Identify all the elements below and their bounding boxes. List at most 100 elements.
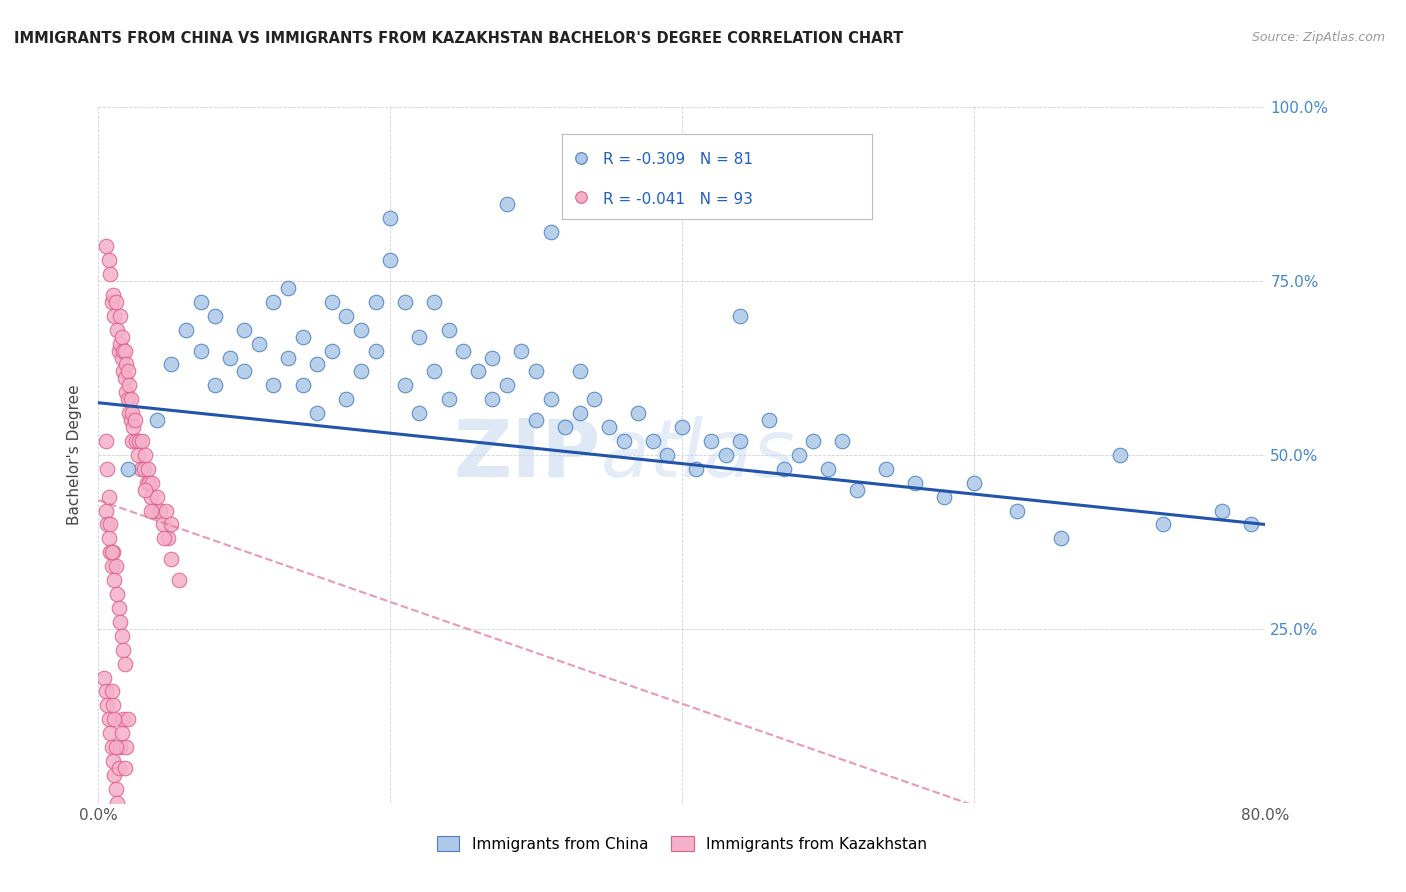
Point: [96, 517, 118, 532]
Point: [773, 462, 796, 476]
Point: [110, 615, 132, 629]
Point: [481, 351, 503, 365]
Point: [149, 503, 172, 517]
Point: [540, 392, 562, 407]
Point: [437, 323, 460, 337]
Point: [233, 364, 256, 378]
Point: [94, 239, 117, 253]
Point: [160, 358, 183, 372]
Point: [111, 329, 134, 343]
Point: [139, 503, 162, 517]
Point: [100, 545, 122, 559]
Point: [758, 413, 780, 427]
Point: [100, 684, 122, 698]
Point: [124, 413, 146, 427]
Point: [540, 225, 562, 239]
Point: [96, 462, 118, 476]
Point: [98, 726, 121, 740]
Text: atlas: atlas: [600, 416, 794, 494]
Point: [190, 294, 212, 309]
Point: [335, 309, 357, 323]
Point: [103, 309, 125, 323]
Point: [335, 392, 357, 407]
Point: [125, 434, 148, 448]
Point: [423, 364, 446, 378]
Point: [101, 754, 124, 768]
Point: [496, 378, 519, 392]
Point: [153, 532, 176, 546]
Point: [97, 490, 120, 504]
Point: [496, 197, 519, 211]
Point: [380, 211, 402, 226]
Point: [117, 392, 139, 407]
Point: [120, 392, 142, 407]
Point: [115, 358, 138, 372]
Point: [160, 517, 183, 532]
Point: [233, 323, 256, 337]
Point: [103, 712, 125, 726]
Point: [97, 712, 120, 726]
Point: [117, 462, 139, 476]
Point: [104, 294, 127, 309]
Point: [139, 490, 162, 504]
Point: [394, 294, 416, 309]
Point: [875, 462, 897, 476]
Point: [277, 351, 299, 365]
Point: [1108, 448, 1130, 462]
Point: [174, 323, 197, 337]
Point: [142, 503, 165, 517]
Point: [569, 190, 592, 204]
Point: [120, 413, 142, 427]
Point: [96, 698, 118, 713]
Point: [904, 475, 927, 490]
Point: [262, 294, 284, 309]
Point: [350, 364, 373, 378]
Point: [110, 740, 132, 755]
Point: [612, 434, 634, 448]
Point: [437, 392, 460, 407]
Point: [846, 483, 869, 497]
Point: [204, 309, 226, 323]
Text: ZIP: ZIP: [453, 416, 600, 494]
Point: [108, 761, 131, 775]
Point: [262, 378, 284, 392]
Point: [204, 378, 226, 392]
Point: [112, 364, 135, 378]
Point: [134, 483, 156, 497]
Point: [112, 642, 135, 657]
Point: [657, 448, 679, 462]
Point: [730, 309, 752, 323]
Point: [111, 629, 134, 643]
Point: [481, 392, 503, 407]
Point: [97, 532, 120, 546]
Point: [598, 420, 620, 434]
Point: [94, 434, 117, 448]
Point: [569, 151, 592, 165]
Point: [685, 462, 707, 476]
Point: [157, 532, 180, 546]
Point: [117, 364, 139, 378]
Point: [118, 378, 141, 392]
Point: [1007, 503, 1029, 517]
Point: [100, 294, 122, 309]
Point: [132, 462, 155, 476]
Point: [103, 768, 125, 782]
Point: [108, 343, 131, 358]
Point: [155, 503, 177, 517]
Point: [817, 462, 839, 476]
Point: [110, 309, 132, 323]
Text: R = -0.309   N = 81: R = -0.309 N = 81: [603, 152, 752, 167]
Point: [104, 559, 127, 574]
Point: [98, 545, 121, 559]
Point: [152, 517, 174, 532]
Point: [146, 413, 169, 427]
Point: [408, 329, 430, 343]
Point: [114, 761, 136, 775]
Point: [568, 364, 591, 378]
Point: [380, 253, 402, 268]
Point: [114, 343, 136, 358]
Point: [100, 559, 122, 574]
Y-axis label: Bachelor's Degree: Bachelor's Degree: [67, 384, 83, 525]
Point: [103, 573, 125, 587]
Text: R = -0.041   N = 93: R = -0.041 N = 93: [603, 192, 752, 207]
